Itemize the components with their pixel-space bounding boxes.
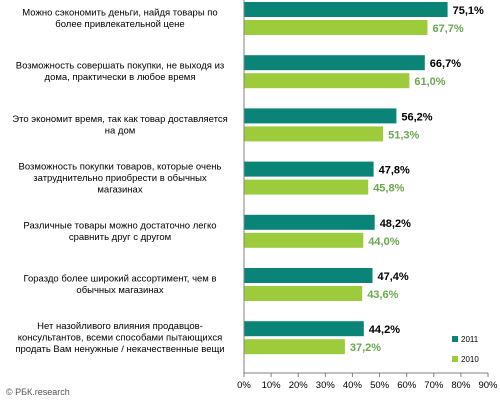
legend-swatch-2010 — [452, 356, 458, 362]
source-label: © РБК.research — [6, 387, 70, 397]
value-label-2011: 47,4% — [378, 271, 409, 283]
value-label-2011: 56,2% — [401, 111, 432, 123]
value-label-2011: 75,1% — [453, 5, 484, 17]
category-label-line: магазинах — [97, 184, 142, 195]
category-label: Это экономит время, так как товар достав… — [12, 114, 228, 136]
value-label-2010: 67,7% — [433, 23, 464, 35]
value-label-2011: 44,2% — [369, 324, 400, 336]
x-tick-label: 50% — [370, 380, 390, 391]
category-label-line: обычных магазинах — [76, 285, 163, 296]
legend-label-2011: 2011 — [461, 335, 479, 344]
bar-2010 — [244, 73, 410, 89]
value-label-2010: 51,3% — [388, 129, 419, 141]
bar-2011 — [244, 161, 374, 177]
bar-2011 — [244, 321, 364, 337]
category-label-line: Нет назойливого влияния продавцов- — [37, 321, 203, 332]
category-label-line: Можно сэкономить деньги, найдя товары по — [22, 8, 217, 19]
category-label-line: Возможность совершать покупки, не выходя… — [16, 61, 225, 72]
bar-2010 — [244, 232, 364, 248]
value-label-2010: 37,2% — [350, 342, 381, 354]
value-label-2010: 45,8% — [373, 183, 404, 195]
x-tick-label: 90% — [478, 380, 498, 391]
category-label: Можно сэкономить деньги, найдя товары по… — [22, 8, 217, 31]
value-labels: 75,1% 67,7% 66,7% 61,0% 56,2% 51,3% 47,8% 45,8%… — [350, 5, 484, 354]
category-label: Возможность совершать покупки, не выходя… — [16, 61, 225, 84]
category-label-line: на дом — [105, 125, 136, 136]
category-label-line: Возможность покупки товаров, которые оче… — [19, 161, 222, 172]
value-label-2011: 66,7% — [430, 58, 461, 70]
x-tick-label: 0% — [237, 380, 251, 391]
category-label-line: Это экономит время, так как товар достав… — [12, 114, 228, 125]
legend-swatch-2011 — [452, 336, 458, 342]
category-label-line: дома, практически в любое время — [45, 72, 196, 83]
bar-2011 — [244, 2, 448, 17]
bar-2010 — [244, 286, 363, 301]
x-tick-label: 10% — [262, 380, 282, 391]
bar-2011 — [244, 268, 373, 283]
category-label: Нет назойливого влияния продавцов-консул… — [15, 321, 224, 355]
value-label-2010: 44,0% — [368, 236, 399, 248]
bars-layer — [244, 2, 448, 355]
x-tick-label: 70% — [424, 380, 444, 391]
category-label: Возможность покупки товаров, которые оче… — [19, 161, 222, 195]
x-tick-label: 20% — [289, 380, 309, 391]
bar-2010 — [244, 339, 345, 355]
category-label-line: более привлекательной цене — [55, 19, 184, 30]
bar-2010 — [244, 20, 428, 35]
category-label: Гораздо более широкий ассортимент, чем в… — [23, 274, 216, 297]
category-label-line: консультантов, всеми способами пытающихс… — [18, 333, 223, 344]
x-tick-label: 80% — [451, 380, 471, 391]
bar-2010 — [244, 179, 369, 195]
value-label-2011: 48,2% — [380, 218, 411, 230]
value-label-2010: 61,0% — [414, 76, 445, 88]
bar-2010 — [244, 126, 384, 142]
bar-2011 — [244, 214, 375, 230]
legend-label-2010: 2010 — [461, 355, 479, 364]
value-label-2010: 43,6% — [367, 289, 398, 301]
category-label-line: Различные товары можно достаточно легко — [23, 220, 216, 231]
category-labels: Можно сэкономить деньги, найдя товары по… — [12, 8, 228, 356]
bar-2011 — [244, 108, 397, 124]
bar-2011 — [244, 55, 425, 71]
category-label-line: сравнить друг с другом — [69, 232, 171, 243]
category-label-line: затруднительно приобрести в обычных — [33, 173, 207, 184]
x-tick-label: 30% — [316, 380, 336, 391]
x-tick-label: 40% — [343, 380, 363, 391]
x-tick-label: 60% — [397, 380, 417, 391]
category-label-line: Гораздо более широкий ассортимент, чем в — [23, 274, 216, 285]
legend: 2011 2010 — [452, 335, 479, 364]
value-label-2011: 47,8% — [379, 165, 410, 177]
category-label-line: продать Вам ненужные / некачественные ве… — [15, 344, 224, 355]
x-axis: 0% 10% 20% 30% 40% 50% 60% 70% 80% 90% — [237, 0, 498, 391]
category-label: Различные товары можно достаточно легко с… — [23, 220, 216, 243]
